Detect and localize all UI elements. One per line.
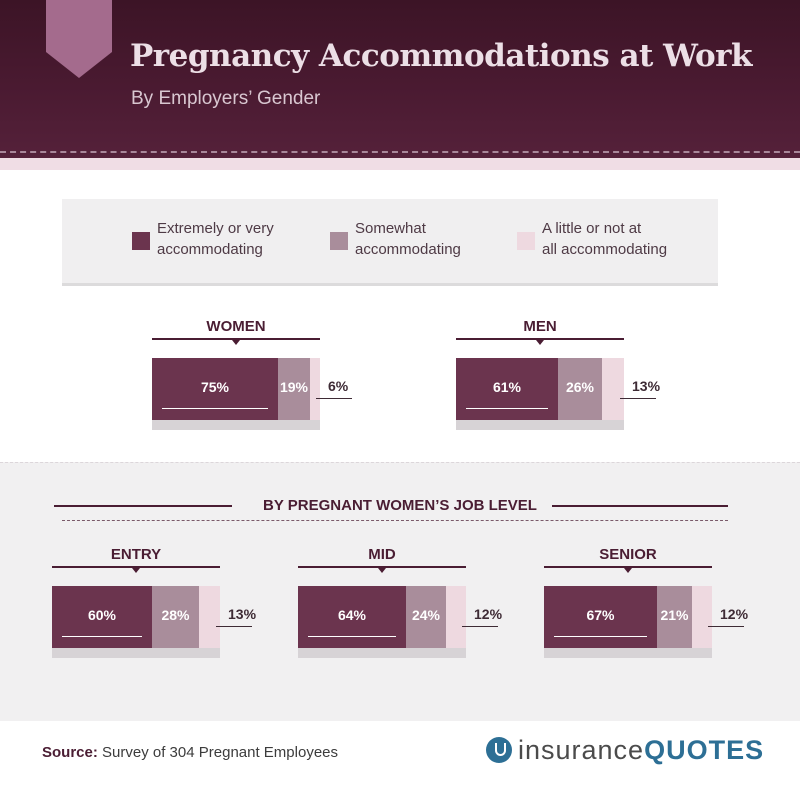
bar-segment-extremely bbox=[298, 586, 406, 648]
bar-segment-little bbox=[602, 358, 624, 420]
ribbon-bookmark bbox=[46, 0, 112, 52]
group-title-underline bbox=[52, 566, 220, 568]
bar-segment-extremely bbox=[52, 586, 152, 648]
page-title: Pregnancy Accommodations at Work bbox=[130, 38, 752, 74]
bar-segment-little bbox=[199, 586, 220, 648]
bar-segment-somewhat bbox=[278, 358, 310, 420]
bar-segment-somewhat bbox=[657, 586, 692, 648]
bar-segment-somewhat bbox=[152, 586, 199, 648]
caret-down-icon bbox=[232, 340, 240, 345]
bar-value-label: 26% bbox=[565, 379, 595, 395]
group-title-underline bbox=[456, 338, 624, 340]
bar-value-underline bbox=[162, 408, 268, 409]
group-title: SENIOR bbox=[599, 546, 657, 563]
caret-down-icon bbox=[378, 568, 386, 573]
source-text: Survey of 304 Pregnant Employees bbox=[102, 744, 339, 761]
group-title: ENTRY bbox=[110, 546, 162, 563]
section-heading-job-level: BY PREGNANT WOMEN’S JOB LEVEL bbox=[263, 497, 537, 514]
group-title: MEN bbox=[523, 318, 557, 335]
bar-value-label: 6% bbox=[328, 378, 349, 394]
heading-dotted-divider bbox=[62, 520, 728, 521]
legend-swatch-light bbox=[517, 232, 535, 250]
legend-swatch-mid bbox=[330, 232, 348, 250]
bar-segment-extremely bbox=[544, 586, 657, 648]
heading-rule-right bbox=[552, 505, 728, 507]
heading-rule-left bbox=[54, 505, 232, 507]
bar-value-label: 75% bbox=[200, 379, 230, 395]
group-title: MID bbox=[368, 546, 396, 563]
stacked-bar: 75% 19% 6% bbox=[152, 358, 352, 430]
bar-value-label: 60% bbox=[87, 607, 117, 623]
bar-value-label: 28% bbox=[161, 607, 190, 623]
caret-down-icon bbox=[624, 568, 632, 573]
bar-segment-extremely bbox=[152, 358, 278, 420]
legend-swatch-dark bbox=[132, 232, 150, 250]
source-note: Source: Survey of 304 Pregnant Employees bbox=[42, 744, 338, 761]
page-subtitle: By Employers’ Gender bbox=[131, 88, 321, 109]
bar-value-label: 64% bbox=[337, 607, 367, 623]
bar-segment-somewhat bbox=[558, 358, 602, 420]
legend-label: Extremely or very accommodating bbox=[157, 220, 274, 258]
bar-value-underline bbox=[554, 636, 647, 637]
bar-value-underline bbox=[708, 626, 744, 627]
bar-value-label: 12% bbox=[720, 606, 749, 622]
bar-value-label: 21% bbox=[660, 607, 689, 623]
legend-label: A little or not at all accommodating bbox=[542, 220, 668, 258]
bar-value-underline bbox=[62, 636, 142, 637]
bar-value-underline bbox=[316, 398, 352, 399]
group-title-underline bbox=[544, 566, 712, 568]
gender-section bbox=[0, 290, 800, 462]
bar-value-label: 12% bbox=[474, 606, 503, 622]
bar-segment-extremely bbox=[456, 358, 558, 420]
header-dotted-divider bbox=[0, 151, 800, 153]
bar-value-underline bbox=[216, 626, 252, 627]
stacked-bar: 61% 26% 13% bbox=[456, 358, 660, 430]
caret-down-icon bbox=[132, 568, 140, 573]
header-banner: Pregnancy Accommodations at Work By Empl… bbox=[0, 0, 800, 158]
legend-label: Somewhat accommodating bbox=[355, 220, 461, 258]
bar-value-underline bbox=[308, 636, 396, 637]
logo-wordmark: insuranceQUOTES bbox=[518, 735, 765, 765]
group-title-underline bbox=[298, 566, 466, 568]
bar-segment-little bbox=[446, 586, 466, 648]
stacked-bar: 60% 28% 13% bbox=[52, 586, 256, 658]
bar-value-underline bbox=[462, 626, 498, 627]
bar-segment-little bbox=[310, 358, 320, 420]
stacked-bar: 64% 24% 12% bbox=[298, 586, 502, 658]
footer bbox=[0, 722, 800, 792]
bar-segment-little bbox=[692, 586, 712, 648]
header-accent-strip bbox=[0, 158, 800, 170]
bar-value-label: 19% bbox=[279, 379, 309, 395]
logo-mark-icon bbox=[486, 737, 512, 763]
bar-value-label: 24% bbox=[411, 607, 441, 623]
bar-value-underline bbox=[620, 398, 656, 399]
group-title-underline bbox=[152, 338, 320, 340]
ribbon-bookmark-tip bbox=[46, 52, 112, 78]
bar-value-label: 67% bbox=[586, 607, 615, 623]
bar-value-label: 13% bbox=[632, 378, 661, 394]
legend: Extremely or very accommodating Somewhat… bbox=[62, 199, 718, 283]
source-label: Source: bbox=[42, 744, 98, 761]
bar-value-underline bbox=[466, 408, 548, 409]
bar-value-label: 13% bbox=[228, 606, 257, 622]
bar-value-label: 61% bbox=[492, 379, 522, 395]
group-title: WOMEN bbox=[206, 318, 266, 335]
stacked-bar: 67% 21% 12% bbox=[544, 586, 748, 658]
caret-down-icon bbox=[536, 340, 544, 345]
bar-segment-somewhat bbox=[406, 586, 446, 648]
